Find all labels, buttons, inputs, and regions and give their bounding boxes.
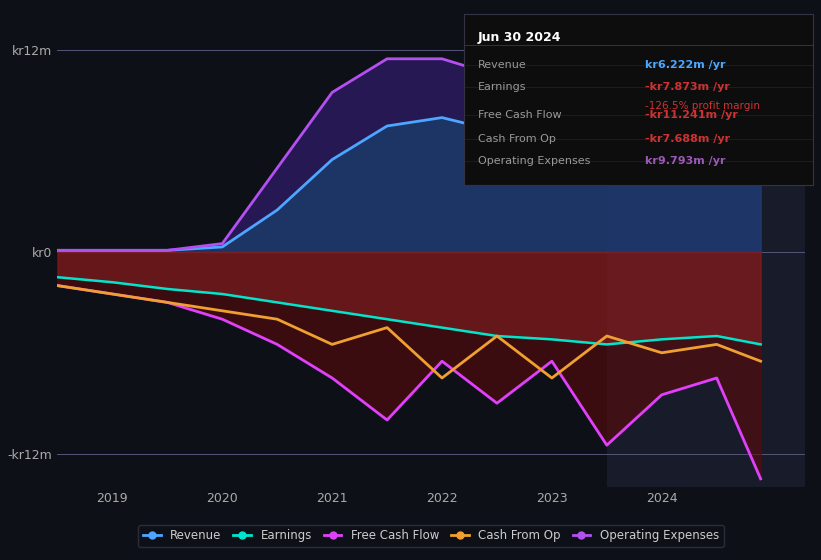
Legend: Revenue, Earnings, Free Cash Flow, Cash From Op, Operating Expenses: Revenue, Earnings, Free Cash Flow, Cash … [139, 525, 723, 547]
Text: kr6.222m /yr: kr6.222m /yr [645, 60, 726, 70]
Text: Revenue: Revenue [478, 60, 526, 70]
Text: Earnings: Earnings [478, 82, 526, 92]
Text: -kr11.241m /yr: -kr11.241m /yr [645, 110, 738, 120]
Text: -126.5% profit margin: -126.5% profit margin [645, 101, 760, 111]
Text: -kr7.688m /yr: -kr7.688m /yr [645, 134, 731, 143]
Text: Free Cash Flow: Free Cash Flow [478, 110, 562, 120]
Text: Jun 30 2024: Jun 30 2024 [478, 31, 562, 44]
Text: Cash From Op: Cash From Op [478, 134, 556, 143]
Text: kr9.793m /yr: kr9.793m /yr [645, 156, 726, 166]
Text: Operating Expenses: Operating Expenses [478, 156, 590, 166]
Text: -kr7.873m /yr: -kr7.873m /yr [645, 82, 730, 92]
Bar [607, 17, 805, 487]
